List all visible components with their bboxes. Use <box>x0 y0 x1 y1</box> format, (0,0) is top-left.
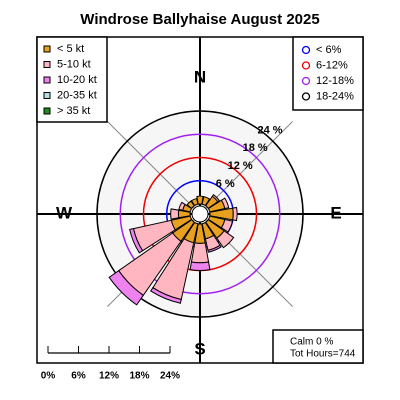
wind-sector <box>190 197 199 207</box>
ring-legend-box <box>292 36 364 111</box>
ring-legend-marker <box>301 92 311 101</box>
ring-label: 6 % <box>216 178 235 190</box>
legend-label: 5-10 kt <box>57 58 91 70</box>
ring-legend-label: < 6% <box>316 44 342 56</box>
ring-legend-label: 18-24% <box>316 90 354 102</box>
ring-legend-marker <box>301 45 311 55</box>
wind-sector <box>129 228 144 254</box>
legend-label: 20-35 kt <box>57 89 97 101</box>
legend-label: 10-20 kt <box>57 74 97 86</box>
ring-legend-marker <box>301 61 311 70</box>
legend-label: < 5 kt <box>57 43 84 55</box>
calm-box <box>272 329 364 364</box>
legend-swatch <box>43 61 51 68</box>
compass-label: W <box>56 203 73 222</box>
compass-label: S <box>194 339 205 358</box>
wind-sector <box>211 193 221 203</box>
compass-label: N <box>194 67 206 86</box>
wind-sector <box>150 287 182 304</box>
legend-swatch <box>43 92 51 99</box>
ring <box>96 110 304 318</box>
scale-tick-label: 12% <box>99 371 119 382</box>
ring-legend-marker <box>301 76 311 86</box>
total-label: Tot Hours=744 <box>290 349 356 360</box>
legend-swatch <box>43 76 51 84</box>
wind-sector <box>108 269 145 306</box>
wind-sector <box>232 206 238 222</box>
legend-swatch <box>43 107 51 115</box>
wind-sector <box>220 218 234 233</box>
wind-sector <box>201 196 211 207</box>
legend-swatch <box>43 45 51 53</box>
ring-label: 24 % <box>258 124 283 136</box>
wind-sector <box>189 261 211 271</box>
ring <box>119 133 281 295</box>
scale-tick-label: 0% <box>41 371 56 382</box>
calm-label: Calm 0 % <box>290 337 333 348</box>
wind-sector <box>216 230 235 249</box>
calm-circle <box>191 205 209 223</box>
wind-sector <box>196 195 204 205</box>
ring-legend-label: 12-18% <box>316 75 354 87</box>
wind-sector <box>178 201 186 211</box>
ring-legend-label: 6-12% <box>316 59 348 71</box>
wind-sector <box>220 197 230 210</box>
wind-sector <box>207 244 222 253</box>
spoke <box>107 121 201 215</box>
scale-tick-label: 6% <box>71 371 86 382</box>
wind-sector <box>186 200 195 209</box>
scale-tick-label: 24% <box>160 371 180 382</box>
chart-title: Windrose Ballyhaise August 2025 <box>80 11 319 28</box>
wind-sector <box>170 208 180 220</box>
ring-label: 12 % <box>228 160 253 172</box>
scale-tick-label: 18% <box>129 371 149 382</box>
legend-label: > 35 kt <box>57 105 90 117</box>
wind-sector <box>190 242 210 264</box>
compass-label: E <box>330 203 341 222</box>
ring-label: 18 % <box>243 142 268 154</box>
